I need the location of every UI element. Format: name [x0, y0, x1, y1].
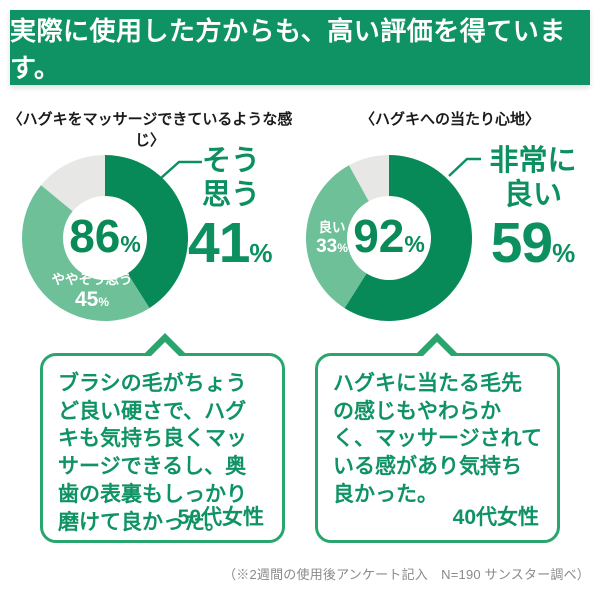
total-suffix: %	[120, 231, 141, 257]
header-banner: 実際に使用した方からも、高い評価を得ています。	[10, 10, 590, 85]
callout-line2: 思う	[202, 178, 261, 211]
slice-label-yaya-souomou: ややそう思う 45%	[22, 272, 162, 311]
slice-label-yoi: 良い 33%	[302, 220, 362, 257]
callout-line1: 非常に	[489, 145, 577, 177]
chart-title-massage: 〈ハグキをマッサージできているような感じ〉	[7, 111, 293, 149]
slice-label-value: 33	[316, 235, 338, 257]
callout-hijouni-yoi: 非常に 良い 59%	[472, 145, 594, 272]
slice-label-suffix: %	[337, 240, 348, 255]
testimonial-bubble-1: ブラシの毛がちょうど良い硬さで、ハグキも気持ち良くマッサージできるし、奥歯の表裏…	[40, 333, 285, 543]
chart-title-comfort: 〈ハグキへの当たり心地〉	[359, 111, 540, 128]
callout-value: 41	[188, 211, 250, 276]
speech-bubble-pointer	[419, 342, 455, 360]
donut-chart-comfort	[306, 155, 472, 321]
slice-label-suffix: %	[98, 294, 110, 309]
speech-bubble-pointer	[147, 342, 183, 360]
total-value: 86	[69, 210, 121, 262]
donut-hole	[63, 196, 147, 280]
callout-line2: 良い	[503, 178, 562, 211]
testimonial-bubble-2: ハグキに当たる毛先の感じもやわらかく、マッサージされている感があり気持ち良かった…	[315, 333, 560, 543]
slice-label-name: ややそう思う	[51, 272, 133, 287]
slice-label-value: 45	[74, 287, 99, 311]
callout-suffix: %	[552, 238, 576, 269]
testimonial-text: ブラシの毛がちょうど良い硬さで、ハグキも気持ち良くマッサージできるし、奥歯の表裏…	[58, 372, 247, 534]
donut-total-massage: 86%	[45, 213, 165, 259]
callout-value: 59	[490, 211, 553, 276]
callout-suffix: %	[249, 238, 273, 269]
testimonial-author: 50代女性	[177, 506, 264, 529]
total-suffix: %	[404, 231, 425, 257]
survey-footnote: （※2週間の使用後アンケート記入 N=190 サンスター調べ）	[223, 567, 590, 582]
donut-hole	[347, 196, 431, 280]
callout-line1: そう	[202, 145, 261, 177]
testimonial-text: ハグキに当たる毛先の感じもやわらかく、マッサージされている感があり気持ち良かった…	[333, 372, 542, 506]
callout-souomou: そう 思う 41%	[188, 145, 300, 272]
slice-label-name: 良い	[318, 220, 346, 235]
donut-chart-massage	[22, 155, 188, 321]
testimonial-author: 40代女性	[452, 506, 539, 529]
total-value: 92	[353, 210, 405, 262]
header-title: 実際に使用した方からも、高い評価を得ています。	[10, 15, 566, 83]
donut-total-comfort: 92%	[329, 213, 449, 259]
